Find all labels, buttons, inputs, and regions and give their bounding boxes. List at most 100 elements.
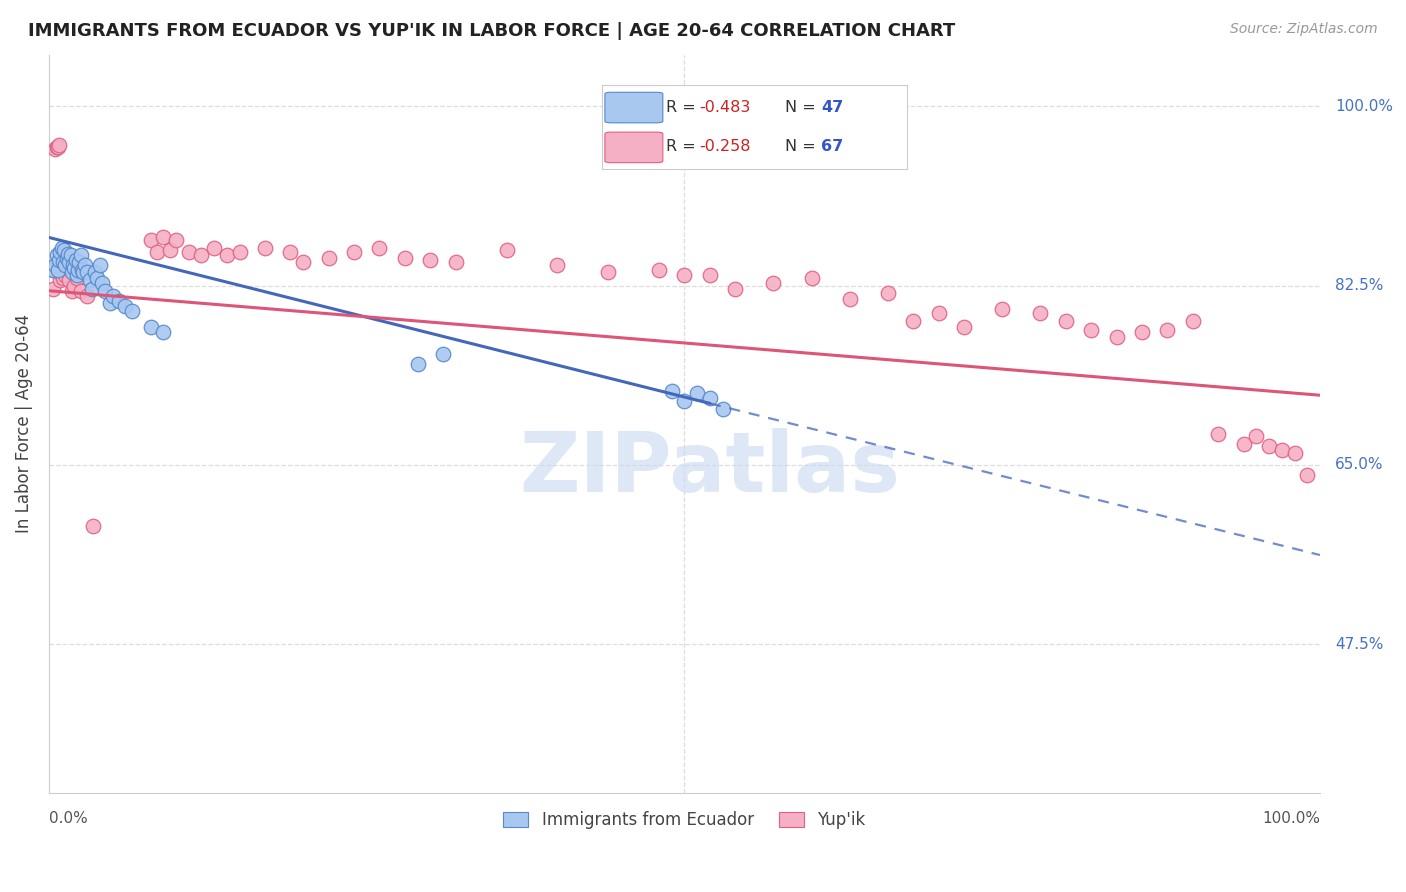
Point [406,358,429,372]
Point [699,392,721,406]
Point [598,265,620,279]
Point [101,289,124,303]
Point [686,386,709,401]
Point [91,276,114,290]
Point [1181,314,1204,328]
Point [1054,314,1077,328]
Point [53,243,76,257]
Point [83,265,105,279]
Point [82,282,104,296]
Point [60,284,83,298]
Point [45,248,67,262]
Point [1296,468,1319,483]
Point [55,251,77,265]
Point [94,284,117,298]
Point [343,244,366,259]
Point [228,244,250,259]
Point [1080,323,1102,337]
Text: 100.0%: 100.0% [1263,811,1320,826]
Point [51,241,73,255]
Point [63,278,86,293]
Point [146,244,169,259]
Point [63,261,86,276]
Point [394,251,416,265]
Text: 0.0%: 0.0% [49,811,87,826]
Point [55,258,77,272]
Point [56,247,79,261]
Point [53,263,76,277]
Point [495,243,517,257]
Point [66,271,89,285]
Point [67,263,90,277]
Point [72,265,94,279]
Point [121,304,143,318]
Point [1284,445,1306,459]
Point [70,263,93,277]
Point [69,255,91,269]
Point [419,252,441,267]
Text: Source: ZipAtlas.com: Source: ZipAtlas.com [1230,22,1378,37]
Point [165,233,187,247]
Point [215,248,238,262]
Point [1105,330,1128,344]
Point [60,265,83,279]
Point [42,263,65,277]
Point [55,258,77,272]
Point [953,319,976,334]
Point [724,282,747,296]
Point [76,289,98,303]
Point [62,258,84,272]
Point [82,519,104,533]
Point [159,243,181,257]
Point [55,268,77,283]
Point [152,325,174,339]
Point [1246,429,1268,443]
Point [202,241,225,255]
Point [1271,442,1294,457]
Point [73,258,96,272]
Point [762,276,785,290]
Point [444,255,467,269]
Point [280,244,302,259]
Point [648,263,671,277]
Point [69,248,91,262]
Point [42,263,65,277]
Point [58,255,80,269]
Point [991,302,1014,317]
Point [177,244,200,259]
Point [44,142,66,156]
Point [98,296,121,310]
Point [69,284,91,298]
Point [292,255,315,269]
Point [49,244,72,259]
Point [114,299,136,313]
Point [546,258,568,272]
Point [66,268,89,283]
Point [59,248,82,262]
Point [152,230,174,244]
Text: 100.0%: 100.0% [1336,99,1393,114]
Point [46,263,69,277]
Legend: Immigrants from Ecuador, Yup'ik: Immigrants from Ecuador, Yup'ik [496,805,872,836]
Point [876,285,898,300]
Point [838,292,860,306]
Point [65,252,87,267]
Point [254,241,277,255]
Point [928,306,950,320]
Point [432,347,454,361]
Point [108,293,131,308]
Point [48,138,70,153]
Point [79,273,101,287]
Point [368,241,391,255]
Point [52,271,75,285]
Point [1258,439,1281,453]
Point [1206,427,1229,442]
Point [673,268,696,283]
Point [1156,323,1178,337]
Point [673,394,696,409]
Point [52,255,75,269]
Point [45,140,67,154]
Text: 82.5%: 82.5% [1336,278,1384,293]
Point [89,258,111,272]
Point [903,314,925,328]
